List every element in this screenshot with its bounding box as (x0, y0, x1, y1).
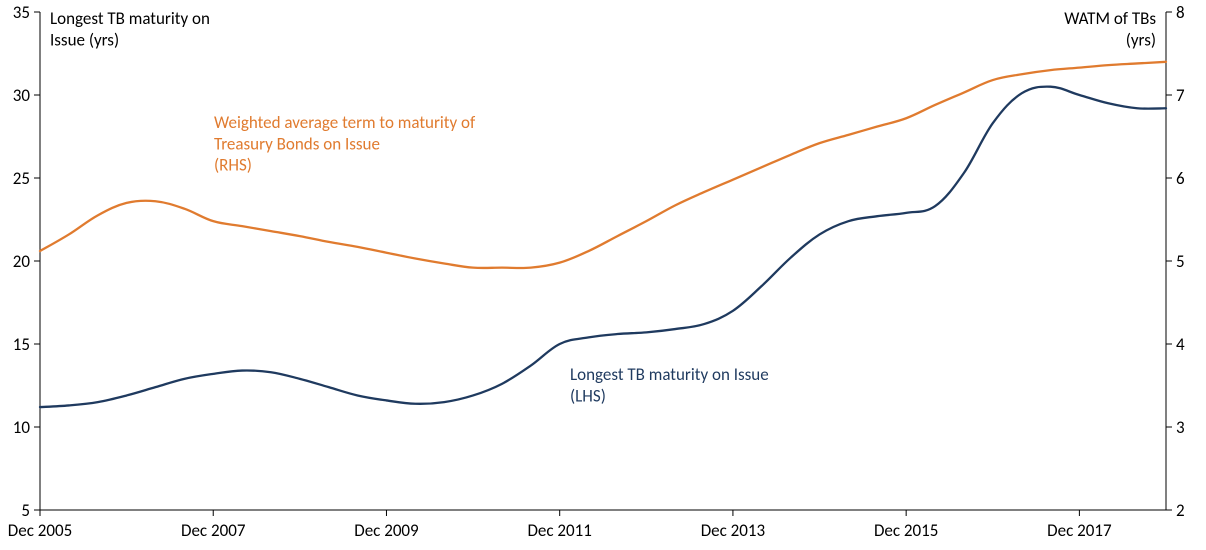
x-tick-label: Dec 2009 (354, 520, 419, 541)
y-right-tick-label: 8 (1176, 2, 1185, 23)
y-right-tick-label: 5 (1176, 251, 1185, 272)
y-left-tick-label: 25 (13, 168, 30, 189)
y-left-tick-label: 10 (13, 417, 31, 438)
y-right-tick-label: 4 (1176, 334, 1185, 355)
x-tick-label: Dec 2011 (527, 520, 591, 541)
y-left-axis-title: Longest TB maturity onIssue (yrs) (50, 8, 210, 50)
y-right-tick-label: 7 (1176, 85, 1185, 106)
y-left-tick-label: 5 (21, 500, 30, 521)
y-right-tick-label: 2 (1176, 500, 1185, 521)
y-right-axis-title: WATM of TBs(yrs) (1064, 8, 1156, 50)
chart-svg: 5 10 15 20 25 30 35 2 3 4 5 6 7 8 Dec 2005 Dec 2007 Dec … (0, 0, 1206, 550)
x-tick-label: Dec 2017 (1047, 520, 1112, 541)
y-right-tick-label: 6 (1176, 168, 1185, 189)
y-left-tick-label: 20 (13, 251, 31, 272)
axes: 5 10 15 20 25 30 35 2 3 4 5 6 7 8 Dec 2005 Dec 2007 Dec … (8, 2, 1185, 541)
tb-maturity-chart: 5 10 15 20 25 30 35 2 3 4 5 6 7 8 Dec 2005 Dec 2007 Dec … (0, 0, 1206, 550)
series-label-longest_lhs: Longest TB maturity on Issue(LHS) (570, 364, 769, 406)
y-right-tick-label: 3 (1176, 417, 1185, 438)
x-tick-label: Dec 2007 (181, 520, 246, 541)
series-longest_lhs (40, 87, 1166, 407)
x-tick-label: Dec 2015 (874, 520, 938, 541)
y-left-tick-label: 15 (13, 334, 30, 355)
series-label-watm_rhs: Weighted average term to maturity ofTrea… (214, 112, 476, 176)
series-watm_rhs (40, 62, 1166, 268)
x-tick-label: Dec 2005 (8, 520, 72, 541)
y-left-tick-label: 30 (13, 85, 31, 106)
y-left-tick-label: 35 (13, 2, 30, 23)
x-tick-label: Dec 2013 (701, 520, 765, 541)
